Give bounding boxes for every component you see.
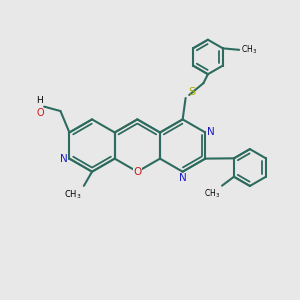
- Text: CH$_3$: CH$_3$: [241, 44, 257, 56]
- Text: CH$_3$: CH$_3$: [64, 188, 82, 201]
- Text: N: N: [179, 173, 187, 183]
- Text: N: N: [207, 128, 214, 137]
- Text: S: S: [188, 86, 195, 97]
- Text: N: N: [60, 154, 68, 164]
- Text: CH$_3$: CH$_3$: [204, 188, 220, 200]
- Text: O: O: [133, 167, 142, 177]
- Text: H: H: [36, 96, 43, 105]
- Text: O: O: [37, 108, 44, 118]
